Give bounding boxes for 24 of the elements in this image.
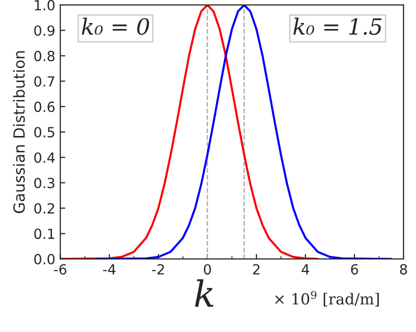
x-tick-label: 6 xyxy=(351,264,358,275)
y-tick-label: 0.3 xyxy=(34,178,54,188)
y-tick-label: 0.0 xyxy=(34,254,55,264)
x-tick-label: 0 xyxy=(204,264,211,275)
x-tick-label: 2 xyxy=(253,264,260,274)
x-tick-label: -6 xyxy=(54,264,66,275)
y-axis-title: Gaussian Distribution xyxy=(13,51,25,214)
x-tick-label: -2 xyxy=(152,264,164,274)
y-tick-label: 0.7 xyxy=(34,76,54,87)
y-tick-label: 0.6 xyxy=(34,102,55,112)
y-tick-label: 0.2 xyxy=(34,203,54,214)
y-tick-label: 0.1 xyxy=(34,228,54,240)
annotation: k₀ = 1.5 xyxy=(293,18,382,35)
annotation: k₀ = 0 xyxy=(82,18,150,35)
x-tick-label: -4 xyxy=(103,264,116,274)
y-tick-label: 0.4 xyxy=(34,152,55,163)
y-tick-label: 0.8 xyxy=(34,50,55,62)
y-tick-label: 0.5 xyxy=(34,126,54,138)
x-tick-label: 8 xyxy=(400,264,407,275)
text: × 10$^{9}$ [rad/m] xyxy=(275,290,379,306)
y-tick-label: 1.0 xyxy=(34,0,55,10)
x-axis-title: k xyxy=(195,279,214,307)
x-tick-label: 4 xyxy=(302,264,310,274)
y-tick-label: 0.9 xyxy=(34,25,54,36)
